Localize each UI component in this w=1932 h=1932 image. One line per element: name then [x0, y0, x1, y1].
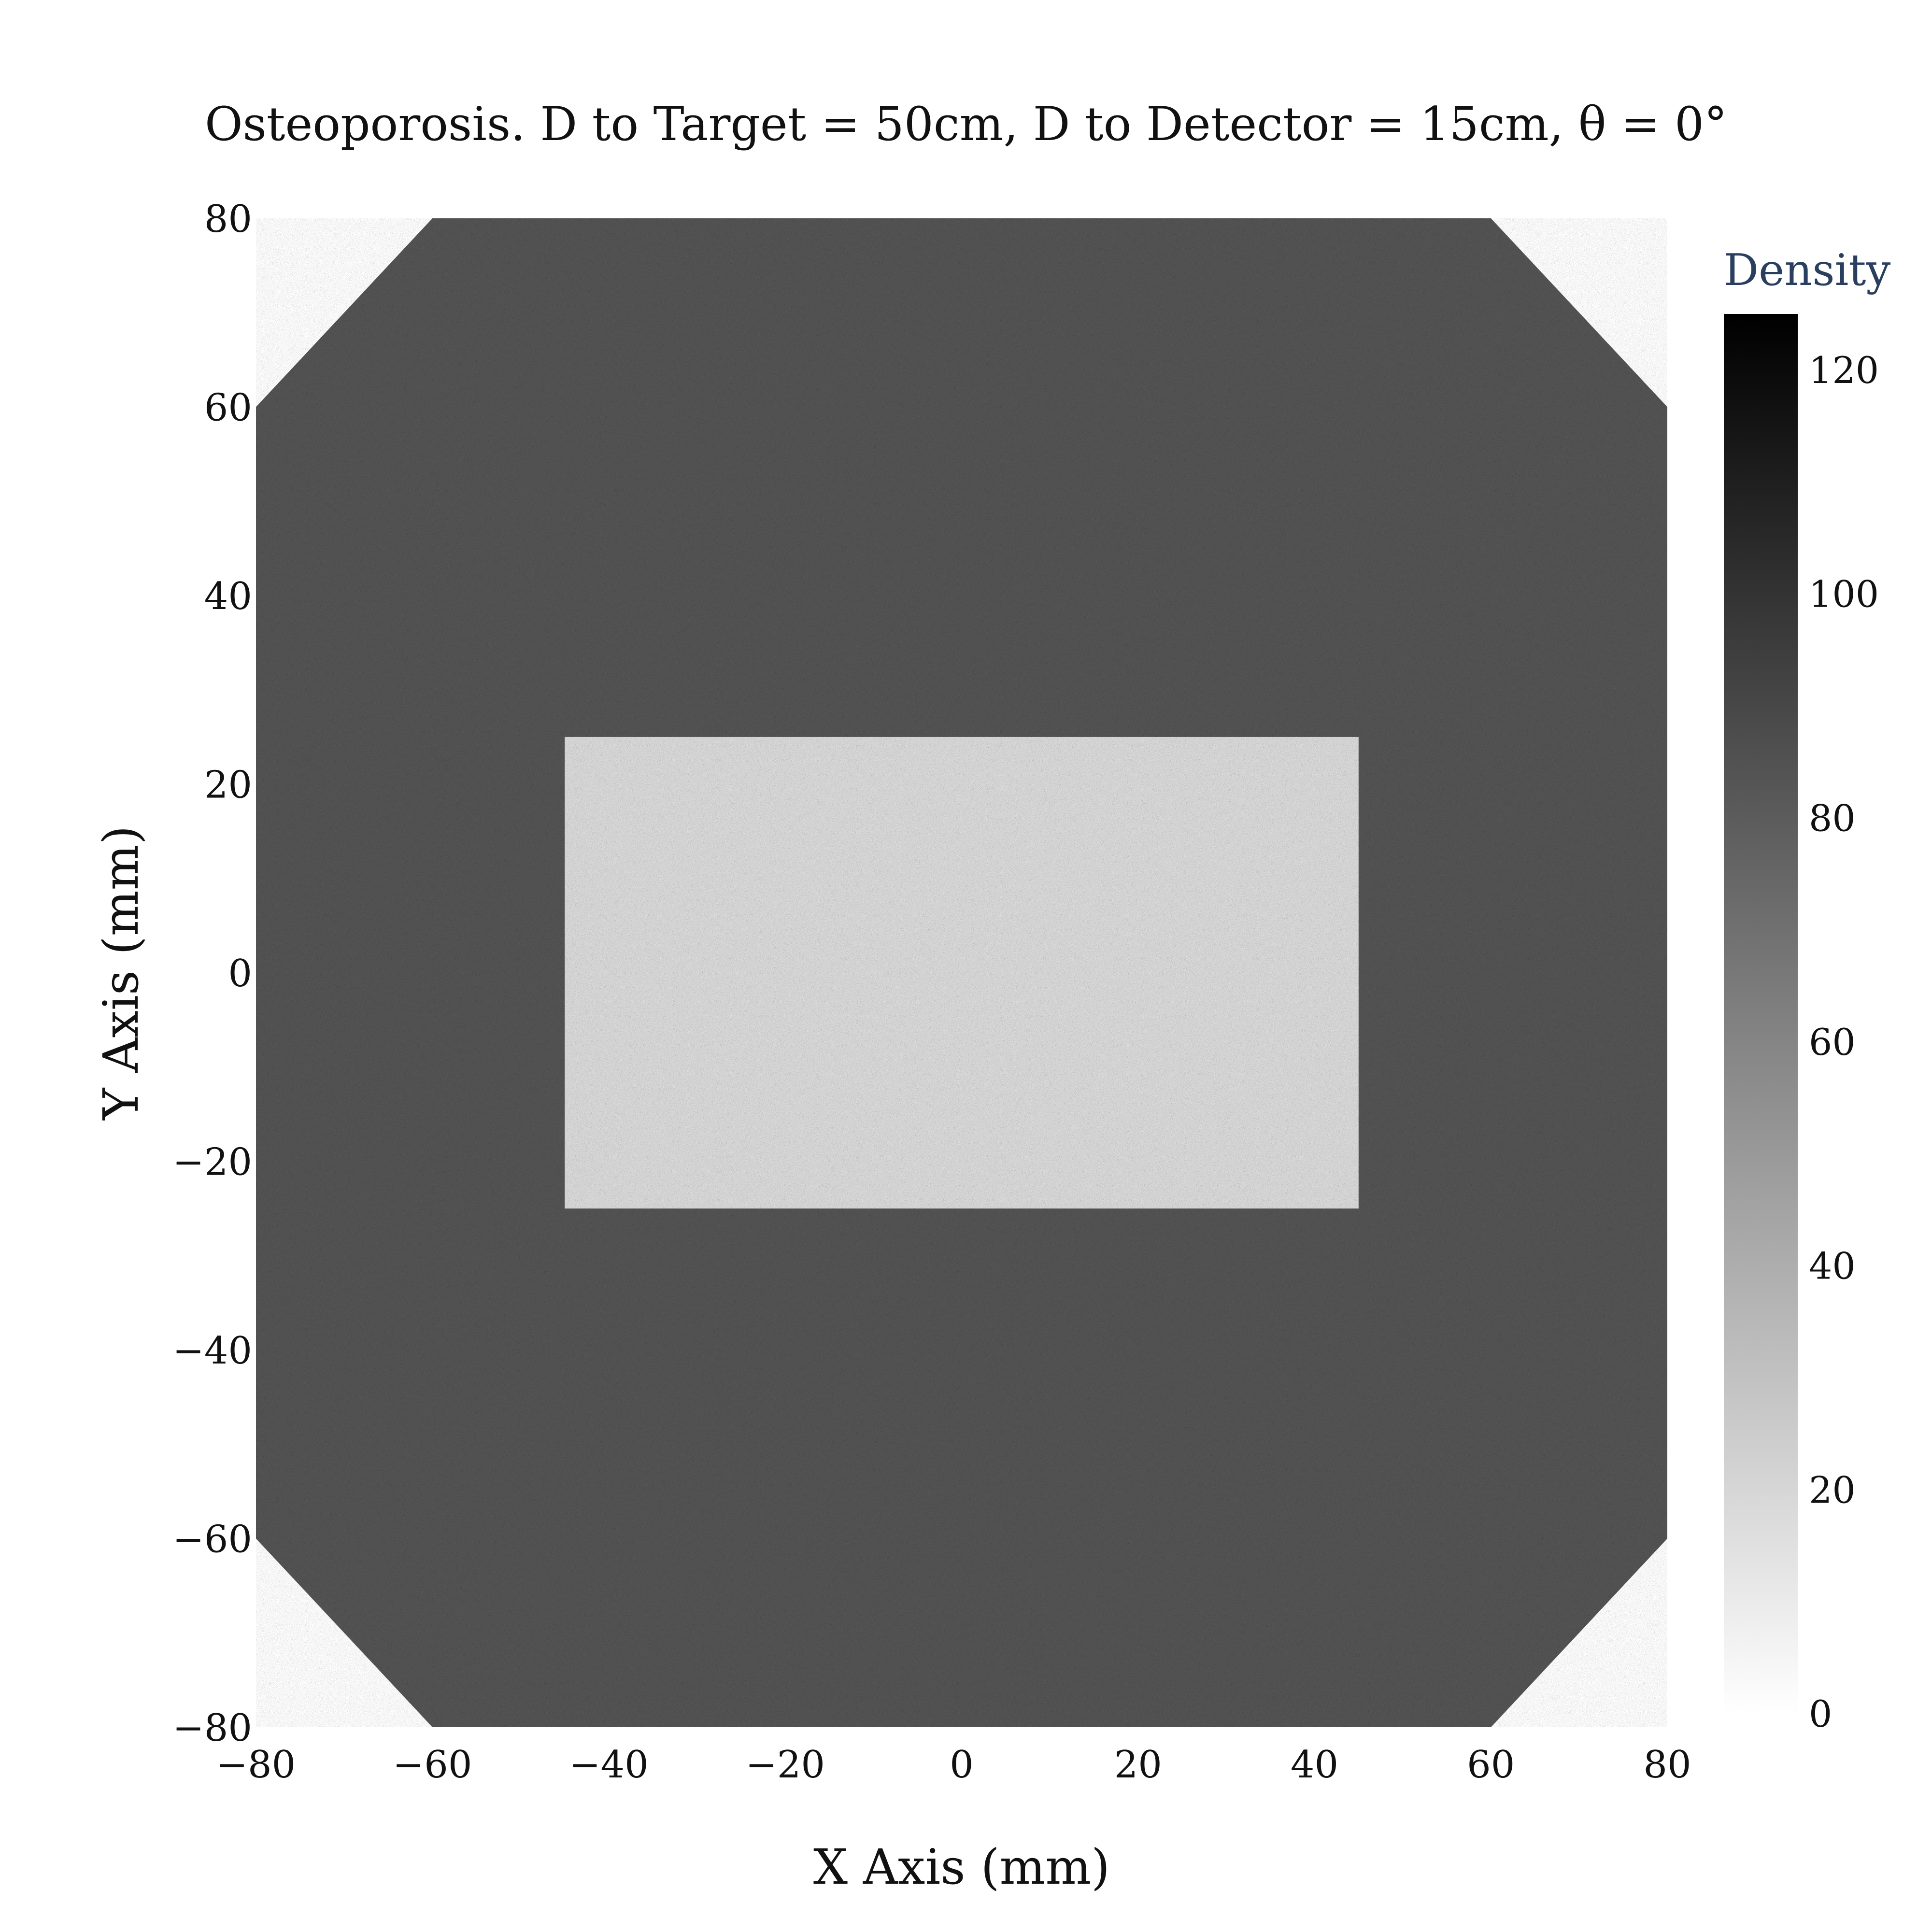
x-tick-label: −20 [745, 1743, 825, 1787]
colorbar-tick-label: 60 [1809, 1021, 1856, 1064]
noise-overlay [256, 218, 1667, 1727]
y-tick-label: −80 [172, 1706, 252, 1750]
plot-area [256, 218, 1667, 1727]
colorbar-tick-label: 0 [1809, 1692, 1832, 1735]
colorbar-tick-label: 100 [1809, 573, 1879, 616]
colorbar-title: Density [1724, 245, 1891, 296]
x-tick-label: 80 [1643, 1743, 1691, 1787]
y-axis-label: Y Axis (mm) [93, 825, 149, 1121]
colorbar-gradient [1724, 314, 1798, 1714]
x-axis-label: X Axis (mm) [813, 1839, 1110, 1895]
y-tick-label: −60 [172, 1518, 252, 1562]
x-tick-label: −40 [569, 1743, 649, 1787]
colorbar-tick-label: 40 [1809, 1245, 1856, 1288]
colorbar-tick-label: 20 [1809, 1468, 1856, 1511]
x-axis-ticks: −80 −60 −40 −20 0 20 40 60 80 [216, 1743, 1691, 1787]
y-tick-label: 80 [204, 198, 252, 241]
x-tick-label: 60 [1467, 1743, 1515, 1787]
chart-title: Osteoporosis. D to Target = 50cm, D to D… [205, 97, 1727, 151]
x-tick-label: 20 [1114, 1743, 1162, 1787]
x-tick-label: −80 [216, 1743, 296, 1787]
x-tick-label: 40 [1291, 1743, 1338, 1787]
x-tick-label: −60 [393, 1743, 472, 1787]
y-tick-label: −20 [172, 1141, 252, 1184]
x-tick-label: 0 [950, 1743, 974, 1787]
y-tick-label: 0 [228, 952, 252, 995]
y-tick-label: 20 [204, 764, 252, 807]
y-tick-label: 60 [204, 386, 252, 430]
y-axis-ticks: −80 −60 −40 −20 0 20 40 60 80 [172, 198, 252, 1750]
y-tick-label: 40 [204, 575, 252, 618]
y-tick-label: −40 [172, 1329, 252, 1373]
colorbar-tick-label: 80 [1809, 796, 1856, 839]
colorbar-tick-label: 120 [1809, 349, 1879, 392]
colorbar-ticks: 0 20 40 60 80 100 120 [1809, 349, 1879, 1735]
colorbar: Density 0 20 40 60 80 100 120 [1724, 245, 1891, 1735]
